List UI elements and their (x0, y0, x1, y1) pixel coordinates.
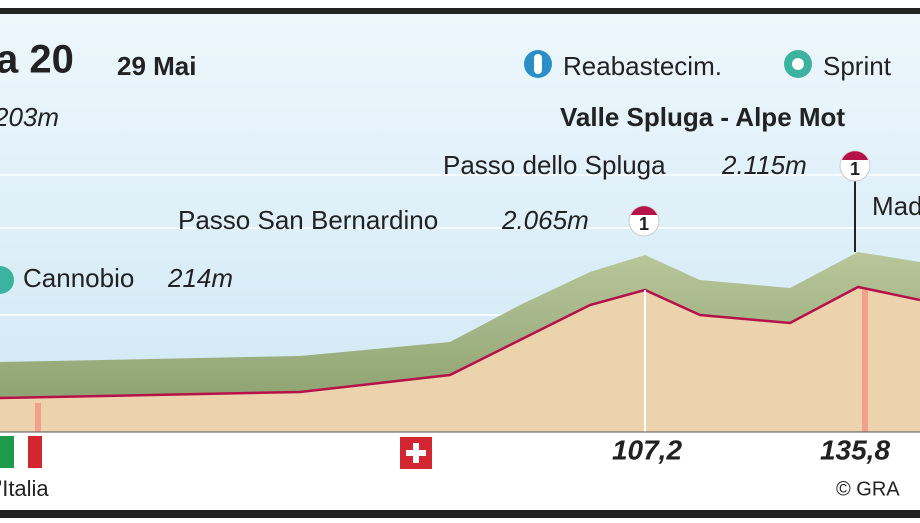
country: 'Italia (0, 476, 49, 501)
badge (842, 151, 868, 160)
start-altitude: 203m (0, 102, 59, 132)
badge-label: 1 (639, 214, 649, 234)
point-altitude: 2.065m (501, 205, 589, 235)
flag (406, 450, 426, 456)
flag (28, 436, 42, 468)
marker (35, 403, 41, 432)
point-name: Passo dello Spluga (443, 150, 666, 180)
icon (0, 266, 14, 294)
legend-item: Reabastecim. (563, 51, 722, 81)
stage: a 20 (0, 38, 74, 82)
profile-line (0, 285, 920, 400)
distance: 107,2 (612, 434, 682, 465)
point-altitude: 2.115m (721, 150, 807, 180)
point-name: Cannobio (23, 263, 134, 293)
distance: 135,8 (820, 434, 890, 465)
point-name: Mad (872, 191, 920, 221)
terrain (0, 252, 920, 398)
badge (631, 206, 657, 215)
point-name: Passo San Bernardino (178, 205, 438, 235)
icon (534, 54, 542, 74)
flag (0, 436, 14, 468)
flag (14, 436, 28, 468)
credit: © GRA (836, 478, 900, 500)
point-altitude: 214m (167, 263, 233, 293)
top-border (0, 8, 920, 14)
bottom-border (0, 510, 920, 518)
icon (792, 58, 804, 70)
badge-label: 1 (850, 159, 860, 179)
marker (862, 290, 868, 432)
finish: Valle Spluga - Alpe Mot (560, 102, 845, 132)
legend-item: Sprint (823, 51, 892, 81)
date: 29 Mai (117, 51, 197, 81)
profile-fill (0, 287, 920, 432)
